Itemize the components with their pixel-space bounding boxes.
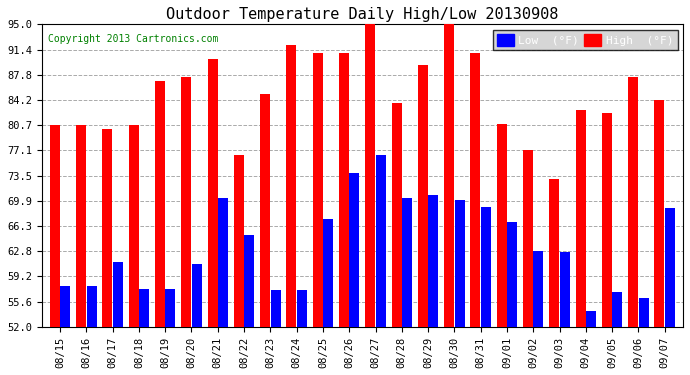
Bar bbox=[402, 198, 412, 375]
Bar bbox=[244, 235, 255, 375]
Title: Outdoor Temperature Daily High/Low 20130908: Outdoor Temperature Daily High/Low 20130… bbox=[166, 7, 558, 22]
Text: Copyright 2013 Cartronics.com: Copyright 2013 Cartronics.com bbox=[48, 34, 219, 44]
Bar bbox=[665, 208, 675, 375]
Bar bbox=[339, 53, 349, 375]
Bar bbox=[628, 76, 638, 375]
Bar bbox=[270, 291, 281, 375]
Bar bbox=[560, 252, 570, 375]
Bar bbox=[586, 311, 596, 375]
Bar bbox=[455, 200, 464, 375]
Bar bbox=[418, 65, 428, 375]
Bar bbox=[155, 81, 165, 375]
Bar bbox=[286, 45, 297, 375]
Bar bbox=[612, 292, 622, 375]
Bar bbox=[575, 110, 586, 375]
Bar bbox=[376, 154, 386, 375]
Bar bbox=[323, 219, 333, 375]
Bar bbox=[523, 150, 533, 375]
Bar bbox=[349, 173, 359, 375]
Bar bbox=[76, 125, 86, 375]
Bar bbox=[654, 100, 664, 375]
Bar bbox=[549, 179, 560, 375]
Bar bbox=[444, 24, 454, 375]
Bar bbox=[313, 53, 323, 375]
Bar bbox=[602, 113, 612, 375]
Bar bbox=[234, 154, 244, 375]
Bar bbox=[102, 129, 112, 375]
Bar bbox=[60, 286, 70, 375]
Bar bbox=[365, 24, 375, 375]
Bar bbox=[260, 94, 270, 375]
Bar bbox=[208, 59, 217, 375]
Bar bbox=[87, 286, 97, 375]
Bar bbox=[50, 125, 60, 375]
Bar bbox=[471, 53, 480, 375]
Bar bbox=[192, 264, 201, 375]
Bar bbox=[639, 298, 649, 375]
Bar bbox=[497, 124, 506, 375]
Bar bbox=[297, 291, 307, 375]
Bar bbox=[391, 103, 402, 375]
Legend: Low  (°F), High  (°F): Low (°F), High (°F) bbox=[493, 30, 678, 50]
Bar bbox=[128, 125, 139, 375]
Bar bbox=[481, 207, 491, 375]
Bar bbox=[166, 289, 175, 375]
Bar bbox=[428, 195, 438, 375]
Bar bbox=[139, 289, 149, 375]
Bar bbox=[113, 262, 123, 375]
Bar bbox=[533, 251, 544, 375]
Bar bbox=[181, 76, 191, 375]
Bar bbox=[218, 198, 228, 375]
Bar bbox=[507, 222, 518, 375]
